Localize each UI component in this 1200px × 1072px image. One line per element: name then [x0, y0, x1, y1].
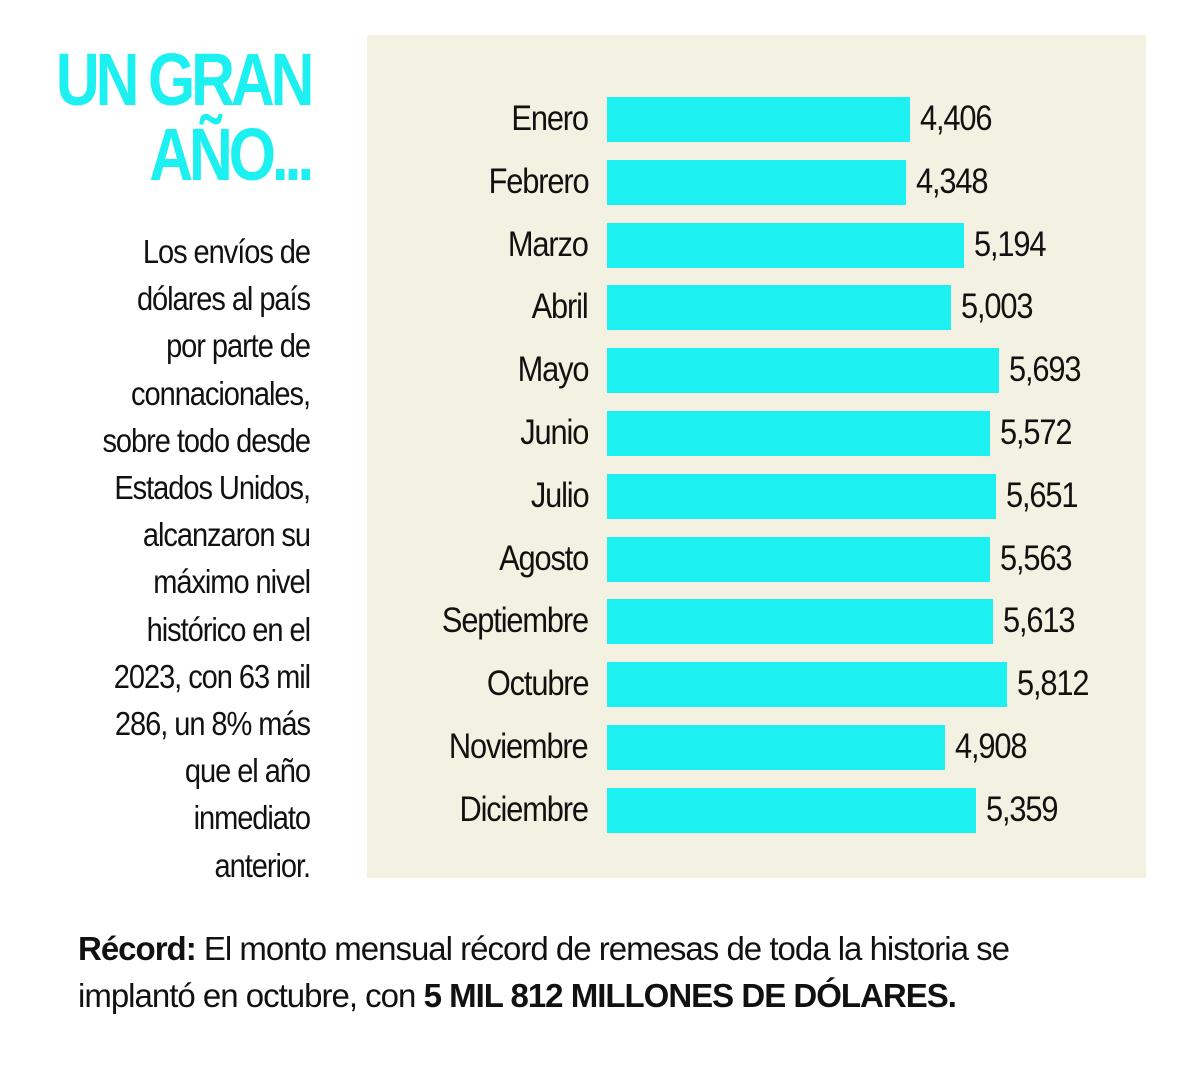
- value-label: 5,359: [985, 789, 1059, 829]
- value-label: 5,812: [1017, 664, 1090, 704]
- bar-noviembre: [607, 725, 945, 770]
- bar-junio: [607, 411, 991, 456]
- note-text-2: implantó en octubre, con: [78, 977, 424, 1014]
- value-label: 5,651: [1005, 475, 1079, 515]
- value-label: 5,563: [999, 538, 1073, 578]
- bar-mayo: [607, 348, 999, 394]
- intro-line: inmediato: [193, 799, 311, 837]
- value-label: 5,003: [961, 287, 1034, 327]
- value-label: 4,406: [920, 99, 993, 138]
- category-label: Agosto: [498, 538, 589, 578]
- category-label: Junio: [520, 413, 589, 452]
- category-label: Julio: [530, 475, 589, 515]
- category-label: Septiembre: [441, 601, 589, 641]
- category-label: Mayo: [517, 350, 589, 390]
- value-label: 5,194: [974, 224, 1047, 264]
- category-label: Enero: [511, 99, 590, 138]
- intro-line: histórico en el: [146, 610, 311, 648]
- note-text: El monto mensual récord de remesas de to…: [195, 930, 1010, 967]
- intro-line: dólares al país: [136, 280, 311, 318]
- value-label: 5,613: [1003, 601, 1076, 641]
- intro-text: Los envíos de dólares al país por parte de…: [20, 228, 311, 889]
- bar-octubre: [607, 662, 1007, 708]
- intro-line: anterior.: [214, 846, 311, 884]
- value-label: 4,908: [954, 727, 1028, 766]
- bar-diciembre: [607, 787, 976, 833]
- value-label: 4,348: [916, 161, 989, 201]
- intro-line: alcanzaron su: [142, 516, 311, 554]
- intro-line: connacionales,: [131, 374, 311, 412]
- note-bold-label: Récord:: [78, 930, 197, 967]
- category-label: Abril: [532, 287, 589, 327]
- value-label: 5,693: [1008, 350, 1082, 390]
- category-label: Marzo: [508, 224, 589, 264]
- intro-line: Los envíos de: [142, 233, 311, 270]
- category-label: Diciembre: [459, 789, 589, 829]
- intro-line: Estados Unidos,: [114, 469, 311, 507]
- value-label: 5,572: [1000, 413, 1073, 452]
- category-label: Octubre: [486, 664, 589, 704]
- note-bold-end: 5 MIL 812 MILLONES DE DÓLARES.: [423, 977, 957, 1014]
- bar-agosto: [607, 536, 990, 582]
- intro-line: por parte de: [166, 327, 311, 365]
- record-note: Récord: El monto mensual récord de remes…: [78, 925, 1010, 1019]
- intro-line: que el año: [184, 752, 311, 790]
- bar-marzo: [607, 222, 965, 268]
- bar-enero: [607, 97, 911, 142]
- intro-line: 2023, con 63 mil: [113, 657, 311, 695]
- intro-line: sobre todo desde: [102, 421, 311, 459]
- bar-febrero: [607, 159, 907, 205]
- bar-abril: [607, 285, 952, 331]
- title-line-1: UN GRAN: [55, 38, 315, 121]
- category-label: Noviembre: [449, 727, 589, 766]
- intro-line: 286, un 8% más: [114, 705, 311, 743]
- bar-julio: [607, 473, 996, 519]
- intro-line: máximo nivel: [153, 563, 311, 601]
- category-label: Febrero: [488, 161, 589, 201]
- title-line-2: AÑO...: [149, 113, 314, 196]
- bar-septiembre: [607, 599, 994, 645]
